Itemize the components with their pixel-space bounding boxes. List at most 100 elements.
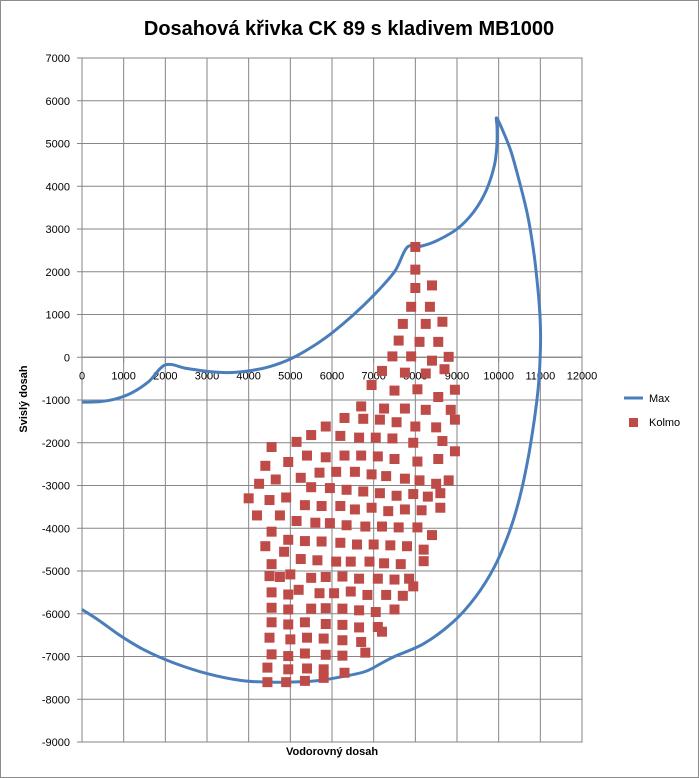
kolmo-point (393, 335, 404, 346)
x-axis-label: Vodorovný dosah (286, 746, 378, 758)
kolmo-point (293, 584, 304, 595)
kolmo-point (274, 510, 285, 521)
kolmo-point (437, 316, 448, 327)
kolmo-point (320, 619, 331, 630)
kolmo-point (412, 384, 423, 395)
kolmo-point (266, 559, 277, 570)
kolmo-point (260, 460, 271, 471)
kolmo-point (449, 446, 460, 457)
y-tick-label: 5000 (46, 139, 70, 151)
y-tick-label: -6000 (42, 609, 70, 621)
kolmo-point (358, 413, 369, 424)
kolmo-point (399, 367, 410, 378)
kolmo-point (302, 663, 312, 674)
kolmo-point (410, 264, 421, 275)
kolmo-point (377, 365, 387, 376)
y-tick-label: 3000 (46, 224, 70, 236)
kolmo-point (372, 573, 383, 584)
y-tick-label: 4000 (46, 181, 70, 193)
kolmo-point (354, 605, 365, 616)
axes: 0 1000 2000 3000 4000 5000 6000 7000 8000 9000 100… (42, 53, 597, 749)
kolmo-point (283, 664, 294, 675)
kolmo-point (370, 432, 381, 443)
kolmo-point (320, 571, 331, 582)
kolmo-point (427, 530, 437, 541)
kolmo-point (393, 522, 404, 533)
x-tick-label: 4000 (236, 370, 260, 382)
kolmo-point (264, 632, 275, 643)
kolmo-point (372, 451, 383, 462)
kolmo-point (283, 589, 294, 600)
kolmo-point (408, 489, 419, 500)
kolmo-point (266, 617, 277, 628)
kolmo-point (299, 648, 310, 659)
kolmo-point (449, 414, 460, 425)
kolmo-point (339, 667, 350, 678)
kolmo-point (341, 484, 352, 495)
x-tick-label: 2000 (153, 370, 177, 382)
kolmo-point (266, 587, 277, 598)
kolmo-point (299, 617, 310, 628)
kolmo-point (439, 364, 450, 375)
kolmo-point (414, 336, 425, 347)
kolmo-point (316, 501, 327, 512)
legend: Max Kolmo (624, 393, 680, 429)
kolmo-point (358, 486, 369, 497)
kolmo-point (420, 318, 431, 329)
kolmo-point (335, 501, 346, 512)
kolmo-point (266, 442, 277, 453)
kolmo-point (406, 301, 417, 312)
y-tick-label: 6000 (46, 96, 70, 108)
kolmo-point (283, 619, 294, 630)
kolmo-point (433, 453, 444, 464)
kolmo-point (320, 421, 331, 432)
kolmo-point (370, 607, 381, 618)
kolmo-point (337, 619, 348, 630)
kolmo-point (337, 571, 348, 582)
kolmo-point (412, 456, 423, 467)
kolmo-point (381, 589, 392, 600)
kolmo-point (331, 466, 342, 477)
kolmo-point (431, 422, 442, 433)
kolmo-point (339, 412, 350, 423)
kolmo-point (283, 534, 294, 545)
kolmo-point (387, 351, 398, 362)
kolmo-point (399, 473, 410, 484)
kolmo-point (291, 515, 302, 526)
y-tick-label: -5000 (42, 566, 70, 578)
kolmo-point (360, 647, 371, 658)
kolmo-point (320, 452, 331, 463)
kolmo-point (414, 475, 425, 486)
kolmo-point (433, 392, 444, 403)
y-tick-label: 2000 (46, 267, 70, 279)
kolmo-point (377, 521, 387, 532)
kolmo-point (354, 622, 365, 633)
kolmo-point (383, 506, 394, 517)
kolmo-point (418, 556, 429, 567)
kolmo-point (427, 355, 437, 366)
x-tick-label: 0 (79, 370, 85, 382)
y-tick-label: -9000 (42, 737, 70, 749)
chart-title: Dosahová křivka CK 89 s kladivem MB1000 (144, 18, 554, 40)
kolmo-point (418, 544, 429, 555)
legend-max-label: Max (649, 393, 670, 405)
kolmo-point (412, 522, 423, 533)
kolmo-point (364, 556, 375, 567)
kolmo-point (391, 417, 402, 428)
kolmo-point (335, 430, 346, 441)
kolmo-point (306, 430, 317, 441)
kolmo-point (397, 318, 408, 329)
y-tick-label: 0 (64, 352, 70, 364)
kolmo-point (435, 488, 446, 499)
kolmo-point (306, 603, 317, 614)
legend-kolmo-label: Kolmo (649, 417, 680, 429)
kolmo-point (285, 569, 296, 580)
kolmo-point (368, 539, 379, 550)
kolmo-point (354, 432, 365, 443)
y-tick-label: 7000 (46, 53, 70, 65)
kolmo-point (410, 241, 421, 252)
kolmo-point (408, 581, 419, 592)
y-tick-label: -7000 (42, 652, 70, 664)
kolmo-point (389, 574, 400, 585)
